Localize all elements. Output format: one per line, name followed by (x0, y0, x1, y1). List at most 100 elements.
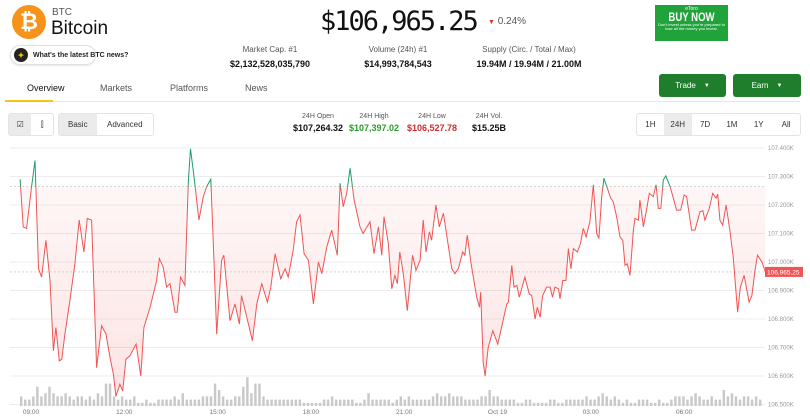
volume-bar (258, 383, 261, 406)
volume-bar (645, 399, 649, 406)
range-7d[interactable]: 7D (699, 120, 711, 129)
line-chart-icon[interactable]: ☑ (9, 114, 32, 135)
volume-bar (24, 399, 27, 406)
volume-bar (254, 383, 257, 406)
volume-bar (306, 402, 310, 406)
x-tick-label: Oct 19 (488, 409, 508, 416)
volume-bar (540, 402, 544, 406)
etoro-ad-banner[interactable]: eToro BUY NOW Don't invest unless you're… (655, 5, 728, 41)
volume-bar (694, 393, 697, 406)
current-price-tag (765, 266, 803, 277)
advanced-mode-button[interactable]: Advanced (107, 120, 143, 129)
volume-bar (569, 399, 572, 406)
volume-bar (133, 396, 136, 406)
volume-bar (391, 402, 394, 406)
volume-bar (120, 396, 124, 406)
volume-bar (528, 399, 532, 406)
range-1h[interactable]: 1H (645, 120, 656, 129)
volume-bar (427, 399, 431, 406)
volume-bar (262, 396, 265, 406)
volume-bar (476, 399, 479, 406)
range-1m[interactable]: 1M (726, 120, 738, 129)
volume-24h-stat: 24H Vol. $15.25B (471, 113, 507, 133)
volume-bar (286, 399, 289, 406)
basic-mode-button[interactable]: Basic (59, 114, 97, 135)
volume-bar (205, 396, 209, 406)
volume-bar (298, 399, 302, 406)
y-tick-label: 106.900K (768, 289, 794, 295)
volume-bar (516, 402, 520, 406)
volume-bar (60, 396, 63, 406)
y-tick-label: 107.400K (768, 146, 794, 152)
volume-bar (177, 399, 180, 406)
volume-bar (698, 396, 701, 406)
volume-bar (460, 396, 463, 406)
volume-bar (633, 402, 637, 406)
volume-bar (334, 399, 338, 406)
volume-bar (504, 399, 508, 406)
down-arrow-icon: ▼ (488, 19, 495, 26)
y-tick-label: 106.800K (768, 317, 794, 323)
volume-bar (112, 396, 116, 406)
volume-bar (682, 396, 685, 406)
volume-bar (714, 399, 717, 406)
tab-markets[interactable]: Markets (100, 83, 133, 93)
y-tick-label: 107.300K (768, 175, 794, 181)
volume-bar (363, 399, 366, 406)
y-tick-label: 107.200K (768, 203, 794, 209)
volume-bar (193, 399, 197, 406)
x-tick-label: 15:00 (209, 409, 226, 416)
volume-bar (88, 396, 92, 406)
volume-bar (274, 399, 277, 406)
volume-bar (80, 396, 84, 406)
volume-bar (157, 399, 160, 406)
volume-bar (609, 399, 612, 406)
volume-bar (100, 396, 104, 406)
bitcoin-logo: ₿ (12, 5, 46, 39)
tab-overview[interactable]: Overview (27, 83, 65, 93)
volume-bar (347, 399, 350, 406)
volume-bar (197, 399, 201, 406)
candlestick-chart-icon[interactable]: ⫿ (40, 119, 44, 129)
volume-bar (439, 396, 443, 406)
tab-news[interactable]: News (245, 83, 268, 93)
earn-button[interactable]: Earn ▼ (733, 74, 801, 97)
volume-bar (169, 399, 172, 406)
volume-bar (738, 399, 742, 406)
chart-mode-toggle: Basic Advanced (58, 113, 154, 136)
volume-bar (234, 396, 237, 406)
price-chart[interactable]: 107.400K 107.300K 107.200K 107.100K 107.000K… (0, 140, 810, 418)
volume-bar (484, 396, 487, 406)
range-1y[interactable]: 1Y (753, 120, 764, 129)
x-tick-label: 21:00 (396, 409, 413, 416)
volume-bar (32, 396, 35, 406)
volume-bar (149, 402, 152, 406)
volume-bar (48, 386, 51, 406)
btc-news-button[interactable]: ✦ What's the latest BTC news? (10, 45, 128, 65)
y-tick-label: 107.000K (768, 260, 794, 266)
volume-bar (448, 393, 451, 406)
volume-bar (601, 393, 604, 406)
range-all[interactable]: All (781, 120, 791, 129)
volume-bar (379, 399, 382, 406)
volume-bar (581, 399, 584, 406)
tabs-divider (5, 101, 800, 102)
volume-bar (496, 396, 499, 406)
volume-bar (593, 399, 596, 406)
market-cap-stat: Market Cap. #1 $2,132,528,035,790 (229, 45, 311, 69)
volume-bar (266, 399, 269, 406)
tab-platforms[interactable]: Platforms (170, 83, 209, 93)
chart-type-toggle: ☑ ⫿ (8, 113, 54, 136)
volume-bar (690, 396, 693, 406)
trade-button[interactable]: Trade ▼ (659, 74, 726, 97)
volume-stat: Volume (24h) #1 $14,993,784,543 (364, 45, 432, 69)
volume-bar (339, 399, 342, 406)
price-change: ▼ 0.24% (488, 16, 527, 27)
range-24h[interactable]: 24H (663, 114, 692, 135)
volume-bar (492, 396, 495, 406)
volume-bar (399, 396, 403, 406)
volume-bar (225, 399, 229, 406)
volume-bar (92, 399, 96, 406)
volume-bar (468, 399, 471, 406)
low-stat: 24H Low $106,527.78 (406, 113, 458, 133)
